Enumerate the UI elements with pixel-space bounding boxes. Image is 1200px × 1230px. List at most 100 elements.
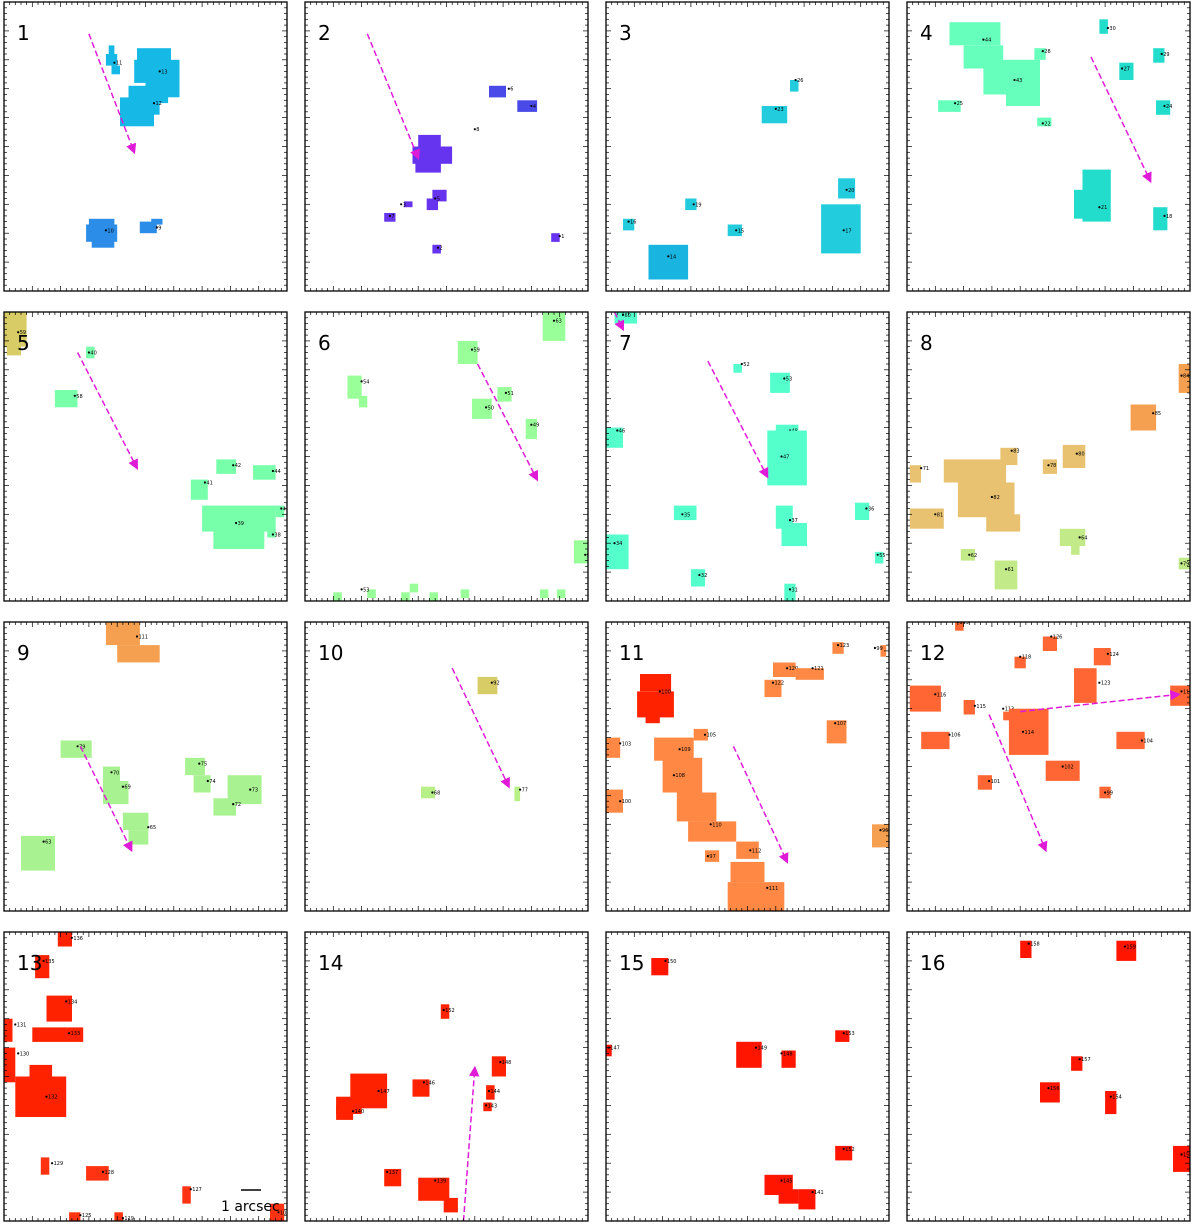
source-pixel-block bbox=[733, 364, 742, 373]
source-marker bbox=[1106, 26, 1109, 30]
source-96b: 96 bbox=[872, 824, 889, 848]
source-id-label: 59 bbox=[20, 330, 26, 336]
source-marker bbox=[431, 791, 434, 794]
source-marker bbox=[973, 704, 976, 707]
source-105: 105 bbox=[693, 728, 716, 741]
source-101: 101 bbox=[977, 775, 1000, 790]
source-id-label: 71 bbox=[923, 466, 929, 472]
source-50: 50 bbox=[472, 398, 494, 419]
source-id-label: 151 bbox=[1183, 1153, 1193, 1159]
source-marker bbox=[780, 455, 783, 458]
source-marker bbox=[766, 886, 769, 889]
source-pixel-block bbox=[415, 161, 441, 173]
source-100: 100 bbox=[637, 674, 674, 724]
source-pixel-block bbox=[872, 824, 889, 848]
panel-ticks bbox=[4, 312, 287, 601]
source-id-label: 61 bbox=[1008, 567, 1014, 573]
panel-number: 15 bbox=[619, 951, 644, 975]
source-id-label: 34 bbox=[616, 541, 622, 547]
source-marker bbox=[504, 391, 507, 394]
source-id-label: 103 bbox=[622, 741, 632, 747]
source-marker bbox=[360, 588, 363, 591]
source-103: 103 bbox=[606, 737, 632, 758]
panel-frame bbox=[906, 931, 1191, 1222]
motion-arrow bbox=[707, 360, 769, 479]
source-marker bbox=[664, 959, 667, 962]
source-id-label: 9 bbox=[158, 225, 161, 231]
source-id-label: 3 bbox=[403, 202, 406, 208]
source-pixel-block bbox=[963, 700, 975, 715]
panel-number: 9 bbox=[17, 641, 30, 665]
source-1: 1 bbox=[551, 233, 564, 242]
source-158: 158 bbox=[1020, 940, 1040, 958]
source-marker bbox=[436, 246, 440, 249]
panel-number: 13 bbox=[17, 951, 42, 975]
panel-number: 8 bbox=[920, 331, 933, 355]
source-122: 122 bbox=[764, 679, 784, 698]
source-97: 97 bbox=[705, 850, 720, 862]
source-marker bbox=[1027, 942, 1030, 945]
source-81: 81 bbox=[909, 508, 944, 529]
source-112: 112 bbox=[736, 841, 761, 859]
source-marker bbox=[1047, 464, 1050, 467]
source-137: 137 bbox=[384, 1169, 402, 1187]
source-pixel-block bbox=[213, 798, 236, 816]
source-id-label: 52 bbox=[743, 362, 749, 368]
panel-number: 4 bbox=[920, 21, 933, 45]
source-pixel-block bbox=[693, 728, 708, 741]
source-23: 23 bbox=[761, 106, 788, 124]
panel-content: 1261181241231161151131141061041021019911… bbox=[909, 622, 1190, 853]
source-marker bbox=[794, 78, 797, 82]
source-id-label: 127 bbox=[192, 1187, 202, 1193]
source-pixel-block bbox=[432, 244, 441, 254]
source-114: 114 bbox=[1008, 708, 1049, 755]
motion-arrow bbox=[79, 745, 133, 853]
source-pixel-block bbox=[606, 427, 623, 448]
source-pixel-block bbox=[736, 841, 759, 859]
source-id-label: 77 bbox=[522, 788, 528, 794]
source-pixel-block bbox=[103, 766, 120, 781]
panel-ticks bbox=[907, 312, 1190, 601]
source-pixel-block bbox=[86, 224, 118, 242]
source-id-label: 106 bbox=[951, 733, 961, 739]
panel-frame bbox=[304, 311, 589, 602]
source-marker bbox=[45, 1095, 48, 1098]
source-pixel-block bbox=[91, 239, 115, 248]
source-62: 62 bbox=[960, 549, 977, 561]
source-pixel-block bbox=[40, 1157, 50, 1175]
source-id-label: 4 bbox=[533, 104, 536, 110]
source-marker bbox=[667, 255, 670, 258]
panel-15: 150 149 148 153 152 145 141 147 15 bbox=[605, 931, 890, 1222]
source-marker bbox=[485, 406, 488, 409]
source-pixel-block bbox=[1105, 1091, 1117, 1115]
motion-arrow bbox=[1090, 56, 1152, 184]
source-marker bbox=[232, 803, 235, 806]
source-id-label: 36 bbox=[868, 507, 874, 513]
scale-bar-label: 1 arcsec bbox=[221, 1199, 280, 1215]
source-53b: 53 bbox=[333, 583, 566, 601]
source-pixel-block bbox=[1071, 543, 1080, 555]
panel-content: 92 77 68 bbox=[421, 667, 528, 802]
source-pixel-block bbox=[640, 674, 672, 692]
source-id-label: 143 bbox=[488, 1103, 498, 1109]
source-126: 126 bbox=[1042, 635, 1063, 651]
source-marker bbox=[948, 733, 951, 736]
source-id-label: 58 bbox=[76, 394, 82, 400]
source-152: 152 bbox=[835, 1145, 855, 1161]
panel-ticks bbox=[606, 622, 889, 911]
source-pixel-block bbox=[832, 642, 844, 654]
source-marker bbox=[377, 1089, 380, 1093]
source-id-label: 8 bbox=[476, 127, 479, 133]
source-pixel-block bbox=[790, 80, 799, 92]
source-71: 71 bbox=[909, 465, 929, 483]
source-marker bbox=[76, 745, 79, 748]
source-27: 27 bbox=[1119, 62, 1134, 80]
panel-10: 92 77 68 10 bbox=[304, 621, 589, 912]
source-pixel-block bbox=[486, 1085, 495, 1100]
source-110: 110 bbox=[676, 792, 737, 842]
source-id-label: 126 bbox=[1053, 635, 1063, 641]
source-120: 120 bbox=[773, 662, 798, 677]
source-pixel-block bbox=[1062, 444, 1086, 468]
source-id-label: 136 bbox=[73, 936, 83, 942]
motion-arrow bbox=[451, 667, 510, 789]
